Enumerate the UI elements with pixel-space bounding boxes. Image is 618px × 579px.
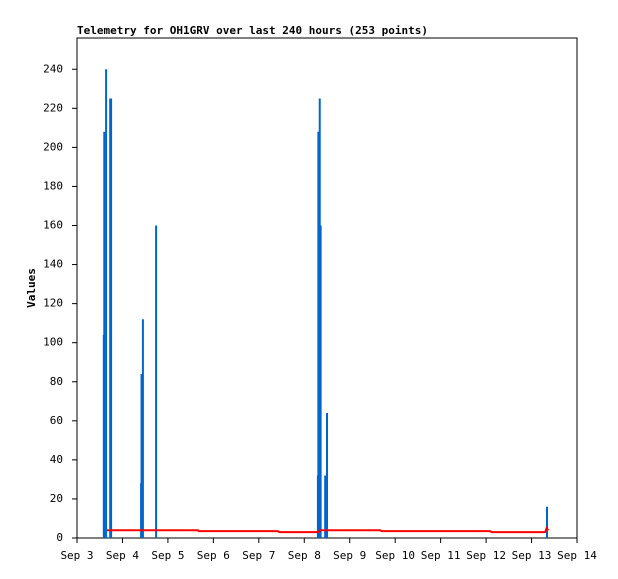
y-tick-label: 140 — [43, 258, 63, 271]
y-tick-label: 120 — [43, 297, 63, 310]
chart-title: Telemetry for OH1GRV over last 240 hours… — [77, 24, 428, 37]
x-tick-label: Sep 10 — [375, 549, 415, 562]
x-tick-label: Sep 14 — [557, 549, 597, 562]
x-tick-label: Sep 5 — [151, 549, 184, 562]
y-tick-label: 80 — [50, 375, 63, 388]
x-tick-label: Sep 6 — [197, 549, 230, 562]
x-tick-label: Sep 3 — [60, 549, 93, 562]
x-tick-label: Sep 7 — [242, 549, 275, 562]
y-tick-label: 100 — [43, 336, 63, 349]
x-tick-label: Sep 12 — [466, 549, 506, 562]
x-tick-label: Sep 4 — [106, 549, 139, 562]
y-tick-label: 40 — [50, 453, 63, 466]
x-tick-label: Sep 9 — [333, 549, 366, 562]
series-line — [107, 526, 550, 534]
y-tick-label: 180 — [43, 179, 63, 192]
x-tick-label: Sep 8 — [288, 549, 321, 562]
y-tick-label: 200 — [43, 140, 63, 153]
y-tick-label: 20 — [50, 492, 63, 505]
y-tick-label: 60 — [50, 414, 63, 427]
y-tick-label: 240 — [43, 62, 63, 75]
x-tick-label: Sep 13 — [512, 549, 552, 562]
x-tick-label: Sep 11 — [421, 549, 461, 562]
y-tick-label: 220 — [43, 101, 63, 114]
y-tick-label: 160 — [43, 219, 63, 232]
y-axis-label: Values — [25, 268, 38, 308]
y-tick-label: 0 — [56, 531, 63, 544]
